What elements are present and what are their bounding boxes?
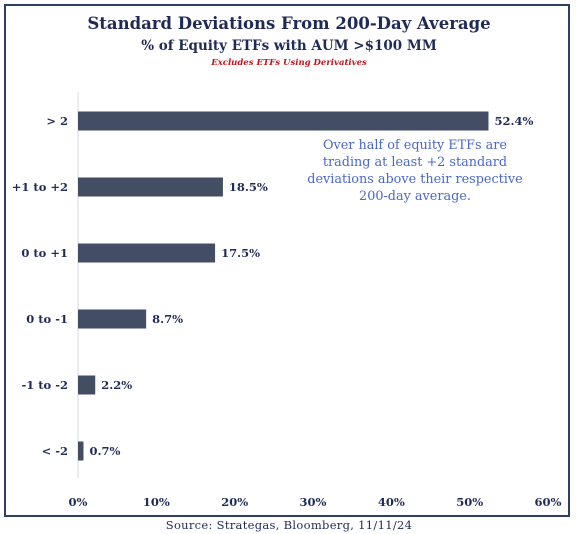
category-label: < -2	[42, 444, 68, 458]
bar	[78, 309, 147, 329]
data-label: 18.5%	[229, 180, 268, 194]
chart-title: Standard Deviations From 200-Day Average	[87, 14, 491, 33]
x-tick-label: 50%	[456, 495, 483, 509]
bar	[78, 111, 489, 131]
x-tick-label: 0%	[69, 495, 88, 509]
bar	[78, 441, 84, 461]
category-label: -1 to -2	[21, 378, 68, 392]
chart-annotation: Over half of equity ETFs are trading at …	[307, 138, 523, 204]
chart-note: Excludes ETFs Using Derivatives	[211, 58, 367, 68]
category-label: +1 to +2	[12, 180, 68, 194]
bar	[78, 375, 96, 395]
category-label: 0 to -1	[26, 312, 68, 326]
x-tick-label: 40%	[378, 495, 405, 509]
data-label: 0.7%	[89, 444, 120, 458]
x-tick-label: 30%	[300, 495, 327, 509]
bar	[78, 243, 216, 263]
bar	[78, 177, 223, 197]
category-label: 0 to +1	[21, 246, 68, 260]
x-tick-label: 10%	[143, 495, 170, 509]
data-label: 17.5%	[221, 246, 260, 260]
chart-subtitle: % of Equity ETFs with AUM >$100 MM	[141, 38, 437, 54]
data-label: 8.7%	[152, 312, 183, 326]
x-tick-label: 20%	[221, 495, 248, 509]
category-label: > 2	[46, 114, 68, 128]
data-label: 2.2%	[101, 378, 132, 392]
x-tick-label: 60%	[535, 495, 562, 509]
data-label: 52.4%	[494, 114, 533, 128]
source-note: Source: Strategas, Bloomberg, 11/11/24	[165, 518, 413, 532]
